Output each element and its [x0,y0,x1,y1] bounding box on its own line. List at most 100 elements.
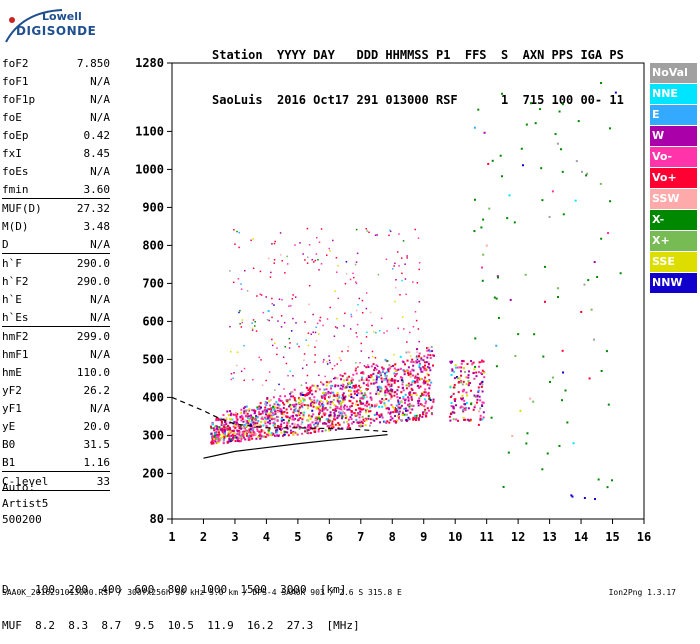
file-info-footer: SAA0K_2016291013000.RSF / 300fx256h 50 k… [2,588,402,597]
echo-point [241,319,244,321]
echo-point [337,422,340,425]
echo-point [302,415,305,418]
echo-point [309,386,312,389]
echo-point [217,431,220,434]
echo-point [336,417,339,420]
echo-point [258,356,261,359]
echo-point [426,346,429,349]
echo-point [469,420,472,423]
echo-point [356,421,359,424]
echo-point [236,432,239,435]
echo-point [346,420,349,423]
echo-point [428,350,431,353]
echo-point [597,478,600,481]
echo-point [416,361,419,364]
echo-point [406,409,409,412]
echo-point [299,412,302,415]
echo-point [336,317,338,320]
echo-point [259,437,262,440]
echo-point [556,287,559,290]
echo-point [514,354,517,357]
echo-point [331,422,334,425]
echo-point [482,218,485,221]
echo-point [306,407,309,410]
echo-point [355,332,358,334]
echo-point [482,253,485,256]
echo-point [279,399,282,402]
echo-point [405,387,408,390]
echo-point [393,407,396,410]
echo-point [277,425,280,428]
echo-point [232,281,235,284]
echo-point [368,356,370,359]
echo-point [230,418,233,421]
x-tick-label: 9 [420,530,427,544]
echo-point [286,255,288,258]
echo-point [286,411,289,414]
echo-point [397,413,400,416]
echo-point [335,256,338,259]
echo-point [366,382,369,385]
electron-density-profile [171,396,388,433]
echo-point [402,361,405,364]
echo-point [418,352,421,355]
echo-point [302,414,305,417]
echo-point [461,383,464,386]
echo-point [426,383,429,386]
echo-point [374,357,377,359]
echo-point [344,282,347,285]
echo-point [331,420,334,423]
echo-point [391,388,394,391]
echo-point [360,392,363,395]
echo-point [425,369,428,372]
echo-point [285,399,288,402]
echo-point [367,415,370,418]
echo-point [353,385,356,388]
echo-point [481,266,484,269]
echo-point [424,408,427,411]
echo-point [428,387,431,390]
echo-point [450,412,453,415]
param-value: N/A [90,92,110,106]
echo-point [385,385,388,388]
echo-point [235,411,238,414]
echo-point [554,133,557,136]
echo-point [521,164,524,167]
echo-point [256,429,259,432]
echo-points [209,82,622,501]
echo-point [360,403,363,406]
echo-point [289,392,292,395]
echo-point [245,414,248,417]
y-tick-label: 900 [142,200,164,214]
echo-point [310,333,313,336]
echo-point [236,430,239,433]
echo-point [362,371,365,374]
echo-point [274,389,276,391]
echo-point [350,410,353,413]
echo-point [375,417,378,420]
echo-point [404,363,407,366]
echo-point [226,424,229,427]
echo-point [308,390,311,393]
echo-point [478,395,481,398]
echo-point [420,370,423,373]
echo-point [367,403,370,406]
echo-point [229,270,231,272]
echo-point [293,409,296,412]
echo-point [423,410,426,413]
echo-point [328,414,331,417]
echo-point [290,305,292,307]
echo-point [270,414,273,417]
echo-point [249,423,252,426]
echo-point [329,400,332,403]
echo-point [307,419,310,422]
echo-point [396,251,399,253]
echo-point [402,380,404,383]
echo-point [248,434,251,437]
echo-point [313,423,316,426]
echo-point [222,414,225,417]
echo-point [423,405,426,408]
echo-point [377,372,380,375]
echo-point [223,423,226,426]
x-tick-label: 11 [479,530,493,544]
